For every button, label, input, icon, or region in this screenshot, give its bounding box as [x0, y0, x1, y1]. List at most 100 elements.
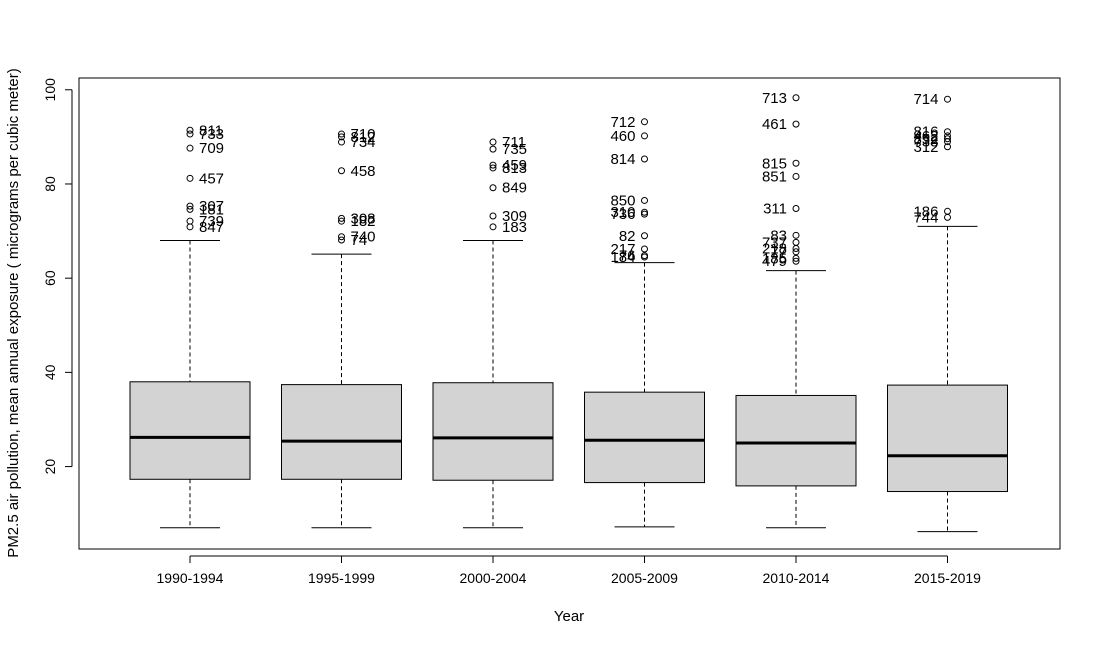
outlier-label: 852 — [913, 131, 938, 148]
y-tick-label: 60 — [42, 270, 58, 286]
outlier-label: 83 — [770, 227, 787, 244]
outlier-point — [338, 217, 345, 225]
outlier-point — [944, 143, 951, 151]
outlier-label: 462 — [913, 128, 938, 145]
outlier-point — [489, 145, 497, 153]
outlier-point — [792, 231, 800, 239]
x-tick-label: 2010-2014 — [763, 570, 830, 586]
outlier-label: 714 — [913, 91, 938, 108]
x-tick-label: 2000-2004 — [460, 570, 527, 586]
outlier-point — [338, 133, 345, 141]
y-tick-label: 40 — [42, 364, 58, 380]
outlier-label: 186 — [913, 203, 938, 220]
outlier-point — [792, 254, 800, 262]
outlier-label: 458 — [351, 163, 376, 180]
outlier-point — [641, 208, 648, 216]
outlier-label: 735 — [502, 141, 527, 158]
outlier-point — [641, 132, 648, 140]
x-axis-label: Year — [554, 608, 584, 625]
outlier-point — [641, 253, 648, 261]
outlier-point — [338, 214, 345, 222]
outlier-point — [944, 213, 951, 221]
outlier-point — [186, 205, 194, 213]
outlier-label: 182 — [351, 213, 376, 230]
outlier-point — [792, 238, 800, 246]
outlier-point — [792, 172, 800, 180]
outlier-point — [489, 223, 497, 231]
outlier-label: 812 — [351, 129, 376, 146]
outlier-point — [338, 236, 345, 244]
x-tick-label: 1995-1999 — [308, 570, 375, 586]
outlier-point — [792, 248, 800, 256]
outlier-label: 712 — [610, 114, 635, 131]
outlier-point — [186, 174, 194, 182]
outlier-point — [944, 138, 951, 146]
outlier-point — [944, 135, 951, 143]
outlier-label: 710 — [351, 126, 376, 143]
outlier-label: 811 — [199, 122, 223, 139]
outlier-label: 307 — [199, 198, 224, 215]
outlier-point — [186, 126, 194, 134]
outlier-point — [338, 138, 345, 146]
outlier-label: 184 — [610, 249, 635, 266]
outlier-label: 218 — [762, 241, 787, 258]
outlier-point — [186, 130, 194, 138]
outlier-point — [792, 94, 800, 102]
outlier-point — [186, 144, 194, 152]
y-axis-label: PM2.5 air pollution, mean annual exposur… — [5, 68, 22, 557]
outlier-point — [641, 118, 648, 126]
outlier-label: 850 — [610, 192, 635, 209]
outlier-label: 309 — [502, 208, 527, 225]
outlier-point — [489, 164, 497, 172]
box — [584, 391, 705, 484]
outlier-point — [792, 245, 800, 253]
outlier-point — [186, 217, 194, 225]
outlier-point — [489, 138, 497, 146]
outlier-label: 849 — [502, 180, 527, 197]
outlier-label: 185 — [762, 250, 787, 267]
outlier-point — [792, 257, 800, 265]
outlier-label: 734 — [351, 134, 376, 151]
outlier-label: 814 — [610, 151, 635, 168]
outlier-label: 711 — [502, 134, 526, 151]
outlier-point — [489, 184, 497, 192]
outlier-label: 815 — [762, 155, 787, 172]
outlier-label: 847 — [199, 219, 224, 236]
box — [432, 382, 554, 481]
outlier-label: 82 — [619, 228, 636, 245]
outlier-label: 713 — [762, 90, 787, 107]
outlier-point — [338, 233, 345, 241]
outlier-label: 311 — [763, 200, 787, 217]
outlier-label: 181 — [199, 201, 224, 218]
y-axis: 20 40 60 80 100 — [42, 78, 73, 474]
x-tick-label: 2005-2009 — [611, 570, 678, 586]
outlier-label: 459 — [502, 157, 527, 174]
y-tick-label: 80 — [42, 176, 58, 192]
outlier-point — [489, 161, 497, 169]
outlier-point — [944, 207, 951, 215]
outlier-point — [792, 159, 800, 167]
x-tick-label: 2015-2019 — [914, 570, 981, 586]
outlier-label: 76 — [619, 248, 636, 265]
x-axis: 1990-1994 1995-1999 2000-2004 2005-2009 2010… — [157, 555, 981, 586]
outlier-label: 851 — [762, 168, 787, 185]
outlier-point — [338, 130, 345, 138]
outlier-point — [641, 196, 648, 204]
outlier-label: 183 — [502, 219, 527, 236]
outlier-point — [641, 155, 648, 163]
outlier-label: 77 — [770, 244, 787, 261]
box — [129, 381, 251, 480]
outlier-label: 739 — [199, 213, 224, 230]
x-tick-label: 1990-1994 — [157, 570, 224, 586]
outlier-point — [944, 95, 951, 103]
outlier-label: 740 — [351, 229, 376, 246]
outlier-label: 312 — [913, 139, 938, 156]
outlier-label: 733 — [199, 126, 224, 143]
outlier-point — [641, 245, 648, 253]
